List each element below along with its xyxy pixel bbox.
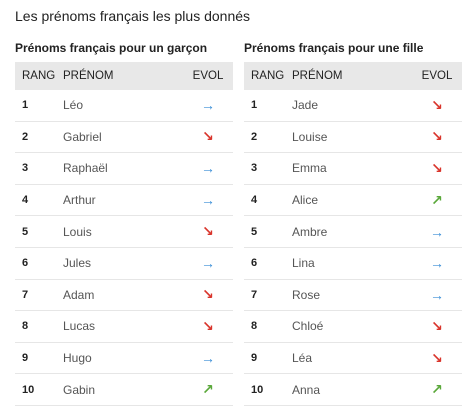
table-row: 2 Gabriel ↘ bbox=[15, 122, 233, 154]
name-cell: Louise bbox=[292, 129, 328, 144]
evol-arrow: ↘ bbox=[202, 128, 214, 145]
evol-arrow: ↘ bbox=[431, 317, 443, 334]
table-row: 6 Jules → bbox=[15, 248, 233, 280]
evol-arrow: → bbox=[201, 255, 215, 272]
rank-cell: 9 bbox=[251, 352, 258, 365]
table-row: 2 Louise ↘ bbox=[244, 122, 462, 154]
header-cell: EVOL bbox=[192, 70, 224, 82]
table-row: 6 Lina → bbox=[244, 248, 462, 280]
rank-cell: 4 bbox=[251, 194, 258, 207]
rank-cell: 1 bbox=[251, 99, 258, 112]
rank-cell: 8 bbox=[251, 320, 258, 333]
evol-arrow: ↗ bbox=[202, 381, 214, 398]
table-row: 9 Léa ↘ bbox=[244, 343, 462, 375]
rank-cell: 3 bbox=[22, 162, 29, 175]
table-row: 5 Ambre → bbox=[244, 216, 462, 248]
table-row: 1 Jade ↘ bbox=[244, 90, 462, 122]
rank-cell: 3 bbox=[251, 162, 258, 175]
table-row: 8 Chloé ↘ bbox=[244, 311, 462, 343]
name-cell: Anna bbox=[292, 382, 321, 397]
name-cell: Gabriel bbox=[63, 129, 102, 144]
name-cell: Raphaël bbox=[63, 161, 108, 176]
rank-cell: 7 bbox=[251, 288, 258, 301]
table-row: 9 Hugo → bbox=[15, 343, 233, 375]
evol-arrow: ↘ bbox=[431, 96, 443, 113]
name-cell: Adam bbox=[63, 287, 95, 302]
evol-arrow: → bbox=[201, 160, 215, 177]
name-cell: Louis bbox=[63, 224, 92, 239]
rank-cell: 6 bbox=[251, 257, 258, 270]
rank-cell: 10 bbox=[22, 383, 35, 396]
evol-arrow: ↗ bbox=[431, 191, 443, 208]
rank-cell: 8 bbox=[22, 320, 29, 333]
evol-arrow: ↘ bbox=[431, 159, 443, 176]
evol-arrow: ↘ bbox=[202, 317, 214, 334]
header-cell: RANG bbox=[22, 70, 56, 82]
name-cell: Jade bbox=[292, 98, 319, 113]
table-caption: Prénoms français pour un garçon bbox=[15, 41, 208, 55]
name-cell: Jules bbox=[63, 256, 92, 271]
evol-arrow: → bbox=[201, 192, 215, 209]
evol-arrow: → bbox=[430, 223, 444, 240]
table-header: RANG PRÉNOM EVOL bbox=[244, 62, 462, 90]
rank-cell: 5 bbox=[22, 225, 29, 238]
rank-cell: 1 bbox=[22, 99, 29, 112]
evol-arrow: ↗ bbox=[431, 381, 443, 398]
evol-arrow: → bbox=[201, 97, 215, 114]
rank-cell: 6 bbox=[22, 257, 29, 270]
table-row: 5 Louis ↘ bbox=[15, 216, 233, 248]
header-cell: PRÉNOM bbox=[63, 70, 114, 82]
rank-cell: 2 bbox=[22, 130, 29, 143]
evol-arrow: ↘ bbox=[431, 128, 443, 145]
evol-arrow: ↘ bbox=[431, 349, 443, 366]
table-row: 4 Arthur → bbox=[15, 185, 233, 217]
header-cell: EVOL bbox=[421, 70, 453, 82]
table-block: Prénoms français pour un garçon RANG PRÉNO… bbox=[15, 40, 233, 406]
evol-arrow: → bbox=[430, 255, 444, 272]
table-row: 3 Raphaël → bbox=[15, 153, 233, 185]
name-cell: Emma bbox=[292, 161, 327, 176]
table-row: 4 Alice ↗ bbox=[244, 185, 462, 217]
evol-arrow: → bbox=[430, 286, 444, 303]
header-cell: PRÉNOM bbox=[292, 70, 343, 82]
table-block: Prénoms français pour une fille RANG PRÉNO… bbox=[244, 40, 462, 406]
name-cell: Gabin bbox=[63, 382, 96, 397]
page-title: Les prénoms français les plus donnés bbox=[15, 8, 251, 24]
name-cell: Chloé bbox=[292, 319, 324, 334]
rank-cell: 5 bbox=[251, 225, 258, 238]
table-row: 7 Rose → bbox=[244, 280, 462, 312]
rank-cell: 9 bbox=[22, 352, 29, 365]
rank-cell: 2 bbox=[251, 130, 258, 143]
rank-cell: 4 bbox=[22, 194, 29, 207]
name-cell: Arthur bbox=[63, 193, 96, 208]
name-cell: Rose bbox=[292, 287, 321, 302]
evol-arrow: ↘ bbox=[202, 223, 214, 240]
table-row: 7 Adam ↘ bbox=[15, 280, 233, 312]
table-row: 8 Lucas ↘ bbox=[15, 311, 233, 343]
name-cell: Hugo bbox=[63, 351, 92, 366]
table-row: 10 Anna ↗ bbox=[244, 374, 462, 406]
table-row: 1 Léo → bbox=[15, 90, 233, 122]
name-cell: Lina bbox=[292, 256, 315, 271]
table-header: RANG PRÉNOM EVOL bbox=[15, 62, 233, 90]
table-row: 3 Emma ↘ bbox=[244, 153, 462, 185]
header-cell: RANG bbox=[251, 70, 285, 82]
rank-cell: 10 bbox=[251, 383, 264, 396]
name-cell: Léo bbox=[63, 98, 84, 113]
name-cell: Léa bbox=[292, 351, 313, 366]
rank-cell: 7 bbox=[22, 288, 29, 301]
table-row: 10 Gabin ↗ bbox=[15, 374, 233, 406]
evol-arrow: → bbox=[201, 350, 215, 367]
name-cell: Ambre bbox=[292, 224, 328, 239]
name-cell: Lucas bbox=[63, 319, 96, 334]
table-caption: Prénoms français pour une fille bbox=[244, 41, 424, 55]
evol-arrow: ↘ bbox=[202, 286, 214, 303]
name-cell: Alice bbox=[292, 193, 319, 208]
